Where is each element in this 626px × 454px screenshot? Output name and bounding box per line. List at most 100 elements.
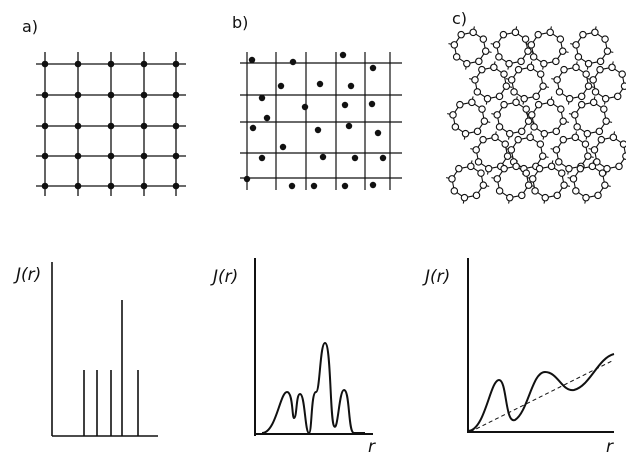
atom [583,71,589,77]
atom [75,92,82,99]
atom [540,83,546,89]
atom [512,29,518,35]
atom [585,60,591,66]
atom [570,176,576,182]
atom [464,60,470,66]
atom [621,83,626,89]
atom [527,134,533,140]
atom [535,101,541,107]
atom [556,89,562,95]
atom [554,192,560,198]
atom [598,136,604,142]
atom [548,163,554,169]
atom [599,170,605,176]
atom [541,130,547,136]
atom [523,170,529,176]
panel-label: b) [232,13,248,32]
atom [478,170,484,176]
atom [515,136,521,142]
atom [42,61,49,68]
atom [602,182,608,188]
rdf-plot [255,258,373,436]
atom [501,101,507,107]
atom [501,165,507,171]
atom [542,194,548,200]
atom [472,77,478,83]
atom [462,130,468,136]
atom [597,66,603,72]
atom [507,194,513,200]
atom [557,36,563,42]
atom [596,128,602,134]
atom [500,31,506,37]
atom [522,36,528,42]
atom [590,99,596,105]
atom [533,93,539,99]
atom [141,183,148,190]
atom [470,29,476,35]
atom [574,124,580,130]
atom [519,192,525,198]
atom [585,153,591,159]
atom [173,92,180,99]
atom [496,124,502,130]
atom [585,83,591,89]
atom [553,58,559,64]
atom [609,64,615,70]
atom [577,165,583,171]
atom [474,128,480,134]
atom [527,64,533,70]
atom [602,95,608,101]
atom [506,60,512,66]
atom [561,182,567,188]
atom [614,93,620,99]
y-axis-label: J(r) [13,265,41,285]
atom [502,141,508,147]
atom [75,183,82,190]
atom [525,48,531,54]
atom [108,92,115,99]
atom [530,54,536,60]
atom [173,123,180,130]
atom [42,183,49,190]
atom [451,42,457,48]
atom [108,61,115,68]
atom [530,176,536,182]
atom [479,66,485,72]
atom [473,147,479,153]
atom [482,48,488,54]
atom [595,192,601,198]
atom [620,141,626,147]
atom [558,106,564,112]
atom [536,165,542,171]
atom [572,134,578,140]
atom [511,89,517,95]
atom [501,71,507,77]
atom [474,89,480,95]
atom [493,42,499,48]
atom [559,170,565,176]
atom [468,163,474,169]
y-axis-label: J(r) [422,267,450,287]
atom [496,54,502,60]
atom [539,153,545,159]
atom [457,101,463,107]
atom [566,95,572,101]
atom [461,194,467,200]
atom [602,36,608,42]
atom [456,165,462,171]
atom [521,95,527,101]
panel-label: a) [22,17,38,36]
atom [578,101,584,107]
atom [494,112,500,118]
atom [508,147,514,153]
atom [610,134,616,140]
atom [619,71,625,77]
atom [616,163,622,169]
atom [141,61,148,68]
atom [592,29,598,35]
atom [537,141,543,147]
x-axis-label: r [606,437,614,454]
atom [553,147,559,153]
atom [479,106,485,112]
